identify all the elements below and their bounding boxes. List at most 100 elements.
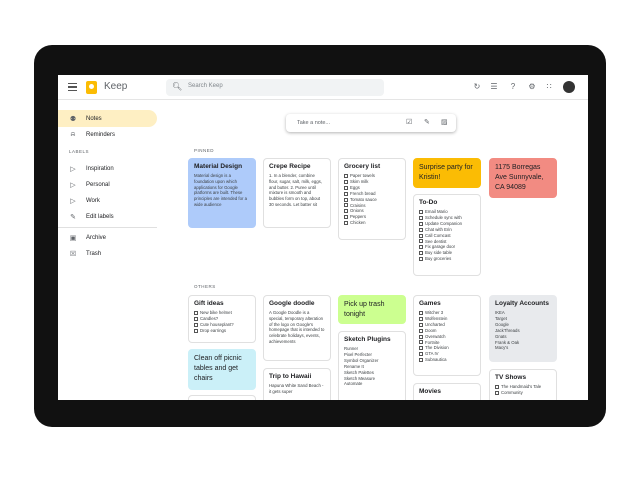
checklist-item: Overwatch bbox=[419, 334, 475, 340]
note-line: Pixel Perfecter bbox=[344, 351, 372, 357]
take-note-input[interactable]: Take a note... ☑ ✎ ▨ bbox=[286, 114, 456, 132]
checklist-text: See dentist bbox=[425, 238, 447, 244]
image-icon[interactable]: ▨ bbox=[441, 119, 448, 126]
checklist-text: Schedule sync with bbox=[425, 214, 462, 220]
label-icon: ▷ bbox=[70, 197, 76, 205]
sidebar-item-trash[interactable]: ☒ Trash bbox=[58, 245, 157, 262]
note-card[interactable]: 1175 Borregas Ave Sunnyvale, CA 94089 bbox=[489, 158, 557, 198]
note-card[interactable]: Loyalty Accounts IKEA Target Google JackThre… bbox=[489, 295, 557, 362]
checkbox[interactable] bbox=[419, 316, 423, 321]
sidebar-item-edit-labels[interactable]: ✎ Edit labels bbox=[58, 208, 157, 225]
checkbox[interactable] bbox=[419, 352, 423, 357]
note-title: TV Shows bbox=[495, 374, 527, 381]
checklist-text: Doom bbox=[425, 327, 437, 333]
sidebar-divider bbox=[58, 227, 157, 228]
checkbox[interactable] bbox=[344, 215, 348, 220]
sidebar-item-work[interactable]: ▷ Work bbox=[58, 192, 157, 209]
checkbox[interactable] bbox=[419, 340, 423, 345]
checkbox[interactable] bbox=[419, 358, 423, 363]
checkbox[interactable] bbox=[419, 328, 423, 333]
checklist-text: Buy groceries bbox=[425, 256, 452, 262]
checkbox[interactable] bbox=[194, 328, 198, 333]
apps-icon[interactable]: ∷ bbox=[546, 82, 552, 91]
sidebar-item-label: Archive bbox=[86, 234, 107, 241]
checkbox[interactable] bbox=[419, 334, 423, 339]
sidebar-item-notes[interactable]: ⚉ Notes bbox=[58, 110, 157, 127]
note-card[interactable]: Movies bbox=[413, 383, 481, 400]
checkbox[interactable] bbox=[419, 257, 423, 262]
settings-icon[interactable]: ⚙ bbox=[528, 82, 536, 91]
note-title: Loyalty Accounts bbox=[495, 300, 549, 307]
checkbox[interactable] bbox=[419, 245, 423, 250]
checkbox[interactable] bbox=[344, 179, 348, 184]
checkbox[interactable] bbox=[344, 185, 348, 190]
checklist-text: Fortnite bbox=[425, 339, 440, 345]
checkbox[interactable] bbox=[344, 173, 348, 178]
checkbox[interactable] bbox=[419, 215, 423, 220]
note-text: Clean off picnic tables and get chairs bbox=[194, 355, 242, 382]
checkbox[interactable] bbox=[419, 239, 423, 244]
checkbox[interactable] bbox=[344, 197, 348, 202]
checkbox[interactable] bbox=[419, 233, 423, 238]
note-card[interactable]: Crepe Recipe 1. In a blender, combine flo… bbox=[263, 158, 331, 228]
note-line: Google bbox=[495, 321, 509, 327]
new-list-icon[interactable]: ☑ bbox=[406, 119, 413, 126]
note-title: Material Design bbox=[194, 163, 243, 170]
sidebar-item-label: Trash bbox=[86, 250, 102, 257]
checklist-item: Buy side table bbox=[419, 250, 475, 256]
checkbox[interactable] bbox=[344, 191, 348, 196]
checkbox[interactable] bbox=[194, 322, 198, 327]
checkbox[interactable] bbox=[419, 346, 423, 351]
sidebar-item-inspiration[interactable]: ▷ Inspiration bbox=[58, 160, 157, 177]
checklist-text: Candles? bbox=[200, 315, 219, 321]
note-card[interactable]: Games Witcher 3 Wolfenstein Uncharted Doom Ov… bbox=[413, 295, 481, 376]
checkbox[interactable] bbox=[344, 209, 348, 214]
checklist-item: Tomato sauce bbox=[344, 197, 400, 203]
others-heading: OTHERS bbox=[194, 284, 216, 289]
note-card[interactable]: TV Shows The Handmaid's Tale Community bbox=[489, 369, 557, 400]
checkbox[interactable] bbox=[344, 203, 348, 208]
checkbox[interactable] bbox=[419, 209, 423, 214]
checklist-item: Buy groceries bbox=[419, 256, 475, 262]
checkbox[interactable] bbox=[194, 316, 198, 321]
checkbox[interactable] bbox=[495, 390, 499, 395]
drawing-icon[interactable]: ✎ bbox=[424, 119, 430, 126]
header: Keep 🔍︎ Search Keep ↻ ☰ ? ⚙ ∷ bbox=[58, 75, 588, 100]
list-view-icon[interactable]: ☰ bbox=[490, 82, 498, 91]
note-line: JackThreads bbox=[495, 327, 520, 333]
checkbox[interactable] bbox=[194, 310, 198, 315]
checkbox[interactable] bbox=[419, 251, 423, 256]
note-card[interactable]: Surprise party for Kristin! bbox=[413, 158, 481, 188]
note-text: 1175 Borregas Ave Sunnyvale, CA 94089 bbox=[495, 164, 544, 191]
note-card[interactable]: Pick up trash tonight bbox=[338, 295, 406, 324]
note-card[interactable]: Trip to Hawaii Hapuna White Sand Beach - … bbox=[263, 368, 331, 400]
note-card[interactable]: Clean off picnic tables and get chairs bbox=[188, 349, 256, 390]
refresh-icon[interactable]: ↻ bbox=[473, 82, 481, 91]
sidebar-item-personal[interactable]: ▷ Personal bbox=[58, 176, 157, 193]
note-card[interactable]: Sketch Plugins Runner Pixel Perfecter Symbo… bbox=[338, 331, 406, 400]
note-card[interactable]: Gift ideas New bike helmet Candles? Cute ho… bbox=[188, 295, 256, 343]
checkbox[interactable] bbox=[419, 221, 423, 226]
search-input[interactable]: 🔍︎ Search Keep bbox=[166, 79, 384, 96]
note-card[interactable]: Google doodle A Google Doodle is a specia… bbox=[263, 295, 331, 361]
checkbox[interactable] bbox=[419, 227, 423, 232]
checklist-item: Uncharted bbox=[419, 322, 475, 328]
checkbox[interactable] bbox=[419, 310, 423, 315]
note-card[interactable]: Material Design Material design is a foun… bbox=[188, 158, 256, 228]
note-card[interactable] bbox=[188, 395, 256, 400]
note-line: IKEA bbox=[495, 310, 505, 315]
checklist-text: Witcher 3 bbox=[425, 310, 444, 315]
checklist-text: Tomato sauce bbox=[350, 196, 377, 202]
checklist-text: Call Comcast bbox=[425, 232, 451, 238]
note-card[interactable]: Grocery list Paper towels Skim milk Eggs Fre… bbox=[338, 158, 406, 240]
checkbox[interactable] bbox=[419, 322, 423, 327]
keep-app: Keep 🔍︎ Search Keep ↻ ☰ ? ⚙ ∷ ⚉ Notes ⍾ Re… bbox=[58, 75, 588, 400]
sidebar-item-reminders[interactable]: ⍾ Reminders bbox=[58, 126, 157, 143]
sidebar-item-archive[interactable]: ▣ Archive bbox=[58, 229, 157, 246]
account-avatar[interactable] bbox=[563, 81, 575, 93]
checkbox[interactable] bbox=[344, 221, 348, 226]
note-card[interactable]: To-Do Email Mario Schedule sync with Update… bbox=[413, 194, 481, 276]
main-menu-icon[interactable] bbox=[68, 83, 77, 91]
help-icon[interactable]: ? bbox=[510, 82, 516, 91]
checkbox[interactable] bbox=[495, 384, 499, 389]
